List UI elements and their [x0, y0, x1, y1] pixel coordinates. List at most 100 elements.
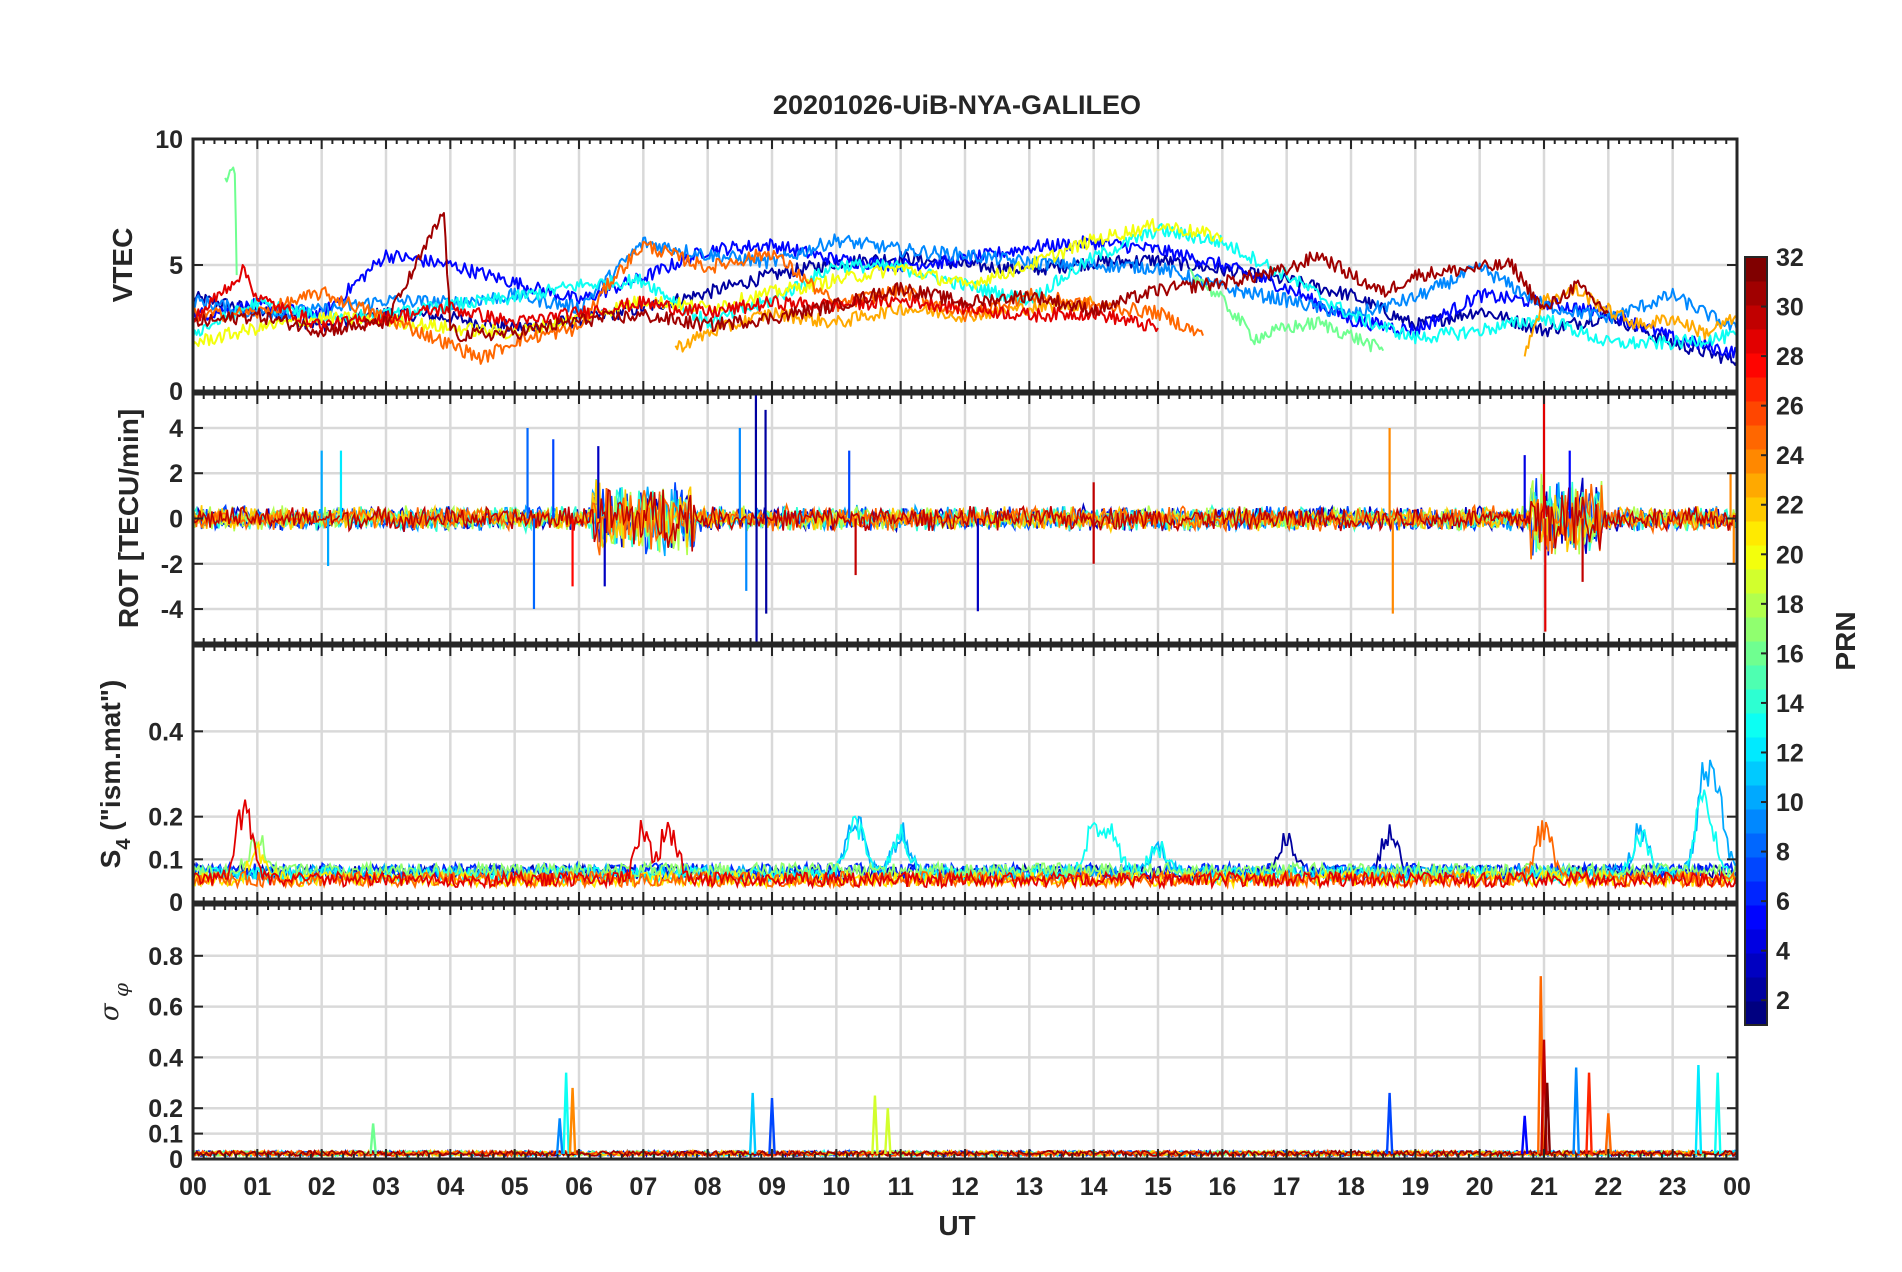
- colorbar-segment: [1745, 641, 1767, 666]
- colorbar-segment: [1745, 713, 1767, 738]
- colorbar-tick-label: 18: [1776, 591, 1804, 619]
- colorbar-tick-label: 32: [1776, 244, 1804, 272]
- colorbar-segment: [1745, 353, 1767, 378]
- sigma-spike: [369, 1123, 377, 1155]
- colorbar-tick-label: 2: [1776, 987, 1790, 1015]
- colorbar-tick-label: 10: [1776, 789, 1804, 817]
- y-axis-label-rot: ROT [TECU/min]: [113, 409, 144, 628]
- colorbar-tick-label: 20: [1776, 541, 1804, 569]
- x-tick-label: 07: [629, 1173, 657, 1201]
- x-tick-label: 21: [1530, 1173, 1558, 1201]
- sigma-spike: [1585, 1072, 1593, 1154]
- rot-noise-prn-25: [193, 483, 1737, 560]
- sigma-spike: [768, 1097, 776, 1154]
- y-tick-label: 2: [169, 460, 183, 488]
- colorbar-frame: [1744, 256, 1768, 1026]
- y-tick-label: 0.2: [148, 1095, 183, 1123]
- y-tick-label: 10: [155, 126, 183, 154]
- grid-sigma_phi: [193, 905, 1737, 1159]
- x-tick-label: 18: [1337, 1173, 1365, 1201]
- colorbar-segment: [1745, 977, 1767, 1002]
- y-tick-label: 0: [169, 378, 183, 406]
- s4-line-prn-17: [193, 835, 1737, 881]
- y-tick-label: -2: [161, 551, 183, 579]
- colorbar-segment: [1745, 785, 1767, 810]
- colorbar-segment: [1745, 401, 1767, 426]
- panel-vtec: 0 5 10 VTEC: [107, 126, 1739, 406]
- colorbar-tick-label: 22: [1776, 492, 1804, 520]
- colorbar-segment: [1745, 425, 1767, 450]
- sigma-spike: [1543, 1082, 1551, 1154]
- sigma-spike: [1713, 1072, 1722, 1154]
- x-tick-label: 04: [436, 1173, 464, 1201]
- colorbar-segment: [1745, 953, 1767, 978]
- ticks-vtec: 0 5 10: [155, 126, 1738, 406]
- colorbar-tick-label: 12: [1776, 739, 1804, 767]
- x-tick-label: 14: [1080, 1173, 1108, 1201]
- ticks-rot: -4 -2 0 2 4: [161, 394, 1738, 643]
- x-tick-label: 23: [1659, 1173, 1687, 1201]
- colorbar-segment: [1745, 521, 1767, 546]
- x-tick-label: 06: [565, 1173, 593, 1201]
- colorbar-segment: [1745, 689, 1767, 714]
- series-line-prn-23: [674, 295, 1095, 353]
- colorbar-segment: [1745, 809, 1767, 834]
- x-tick-label: 00: [1723, 1173, 1751, 1201]
- x-tick-label: 22: [1594, 1173, 1622, 1201]
- colorbar-segment: [1745, 377, 1767, 402]
- y-axis-label-vtec: VTEC: [107, 228, 138, 303]
- y-axis-label-s4: S4 ("ism.mat"): [95, 680, 135, 869]
- x-tick-label: 20: [1466, 1173, 1494, 1201]
- colorbar-segment: [1745, 257, 1767, 282]
- y-tick-label: -4: [161, 596, 183, 624]
- grid-s4: [193, 646, 1737, 902]
- colorbar-label: PRN: [1830, 611, 1861, 670]
- y-tick-label: 0.1: [148, 1121, 183, 1149]
- sigma-spike: [1520, 1115, 1529, 1155]
- series-rot: [193, 394, 1737, 643]
- y-tick-label: 0.2: [148, 804, 183, 832]
- sigma-spike: [555, 1118, 564, 1155]
- colorbar-segment: [1745, 737, 1767, 762]
- x-tick-label: 09: [758, 1173, 786, 1201]
- x-tick-label: 11: [887, 1173, 914, 1201]
- series-line-prn-16: [1189, 268, 1385, 353]
- x-tick-label: 00: [179, 1173, 207, 1201]
- sigma-spike: [1604, 1113, 1613, 1154]
- colorbar-segment: [1745, 833, 1767, 858]
- y-tick-label: 0.1: [148, 846, 183, 874]
- y-tick-label: 0: [169, 889, 183, 917]
- panel-sigma_phi: 00.10.2 0.4 0.6 0.8 σ φ: [95, 903, 1739, 1174]
- x-tick-label: 05: [501, 1173, 529, 1201]
- x-tick-label: 13: [1015, 1173, 1043, 1201]
- y-tick-label: 0.8: [148, 943, 183, 971]
- sigma-spike: [568, 1087, 577, 1154]
- sigma-spike: [562, 1072, 570, 1154]
- x-tick-label: 17: [1273, 1173, 1301, 1201]
- colorbar-segment: [1745, 545, 1767, 570]
- colorbar-segment: [1745, 617, 1767, 642]
- x-tick-label: 08: [694, 1173, 722, 1201]
- series-line-prn-25: [193, 240, 1204, 365]
- sigma-spike: [884, 1108, 892, 1154]
- colorbar-segment: [1745, 281, 1767, 306]
- ticks-sigma_phi: 00.10.2 0.4 0.6 0.8: [148, 905, 1738, 1174]
- colorbar-segment: [1745, 857, 1767, 882]
- y-tick-label: 0.4: [148, 1044, 183, 1072]
- rot-noise-prn-30: [193, 487, 1737, 552]
- x-tick-label: 02: [308, 1173, 336, 1201]
- colorbar-tick-label: 26: [1776, 393, 1804, 421]
- x-tick-label: 12: [951, 1173, 979, 1201]
- series-line-prn-16: [224, 166, 238, 276]
- colorbar-segment: [1745, 1001, 1767, 1026]
- colorbar-segment: [1745, 761, 1767, 786]
- colorbar-tick-label: 16: [1776, 640, 1804, 668]
- x-tick-label: 03: [372, 1173, 400, 1201]
- colorbar-segment: [1745, 329, 1767, 354]
- sigma-spike: [1385, 1092, 1394, 1154]
- x-tick-label: 16: [1208, 1173, 1236, 1201]
